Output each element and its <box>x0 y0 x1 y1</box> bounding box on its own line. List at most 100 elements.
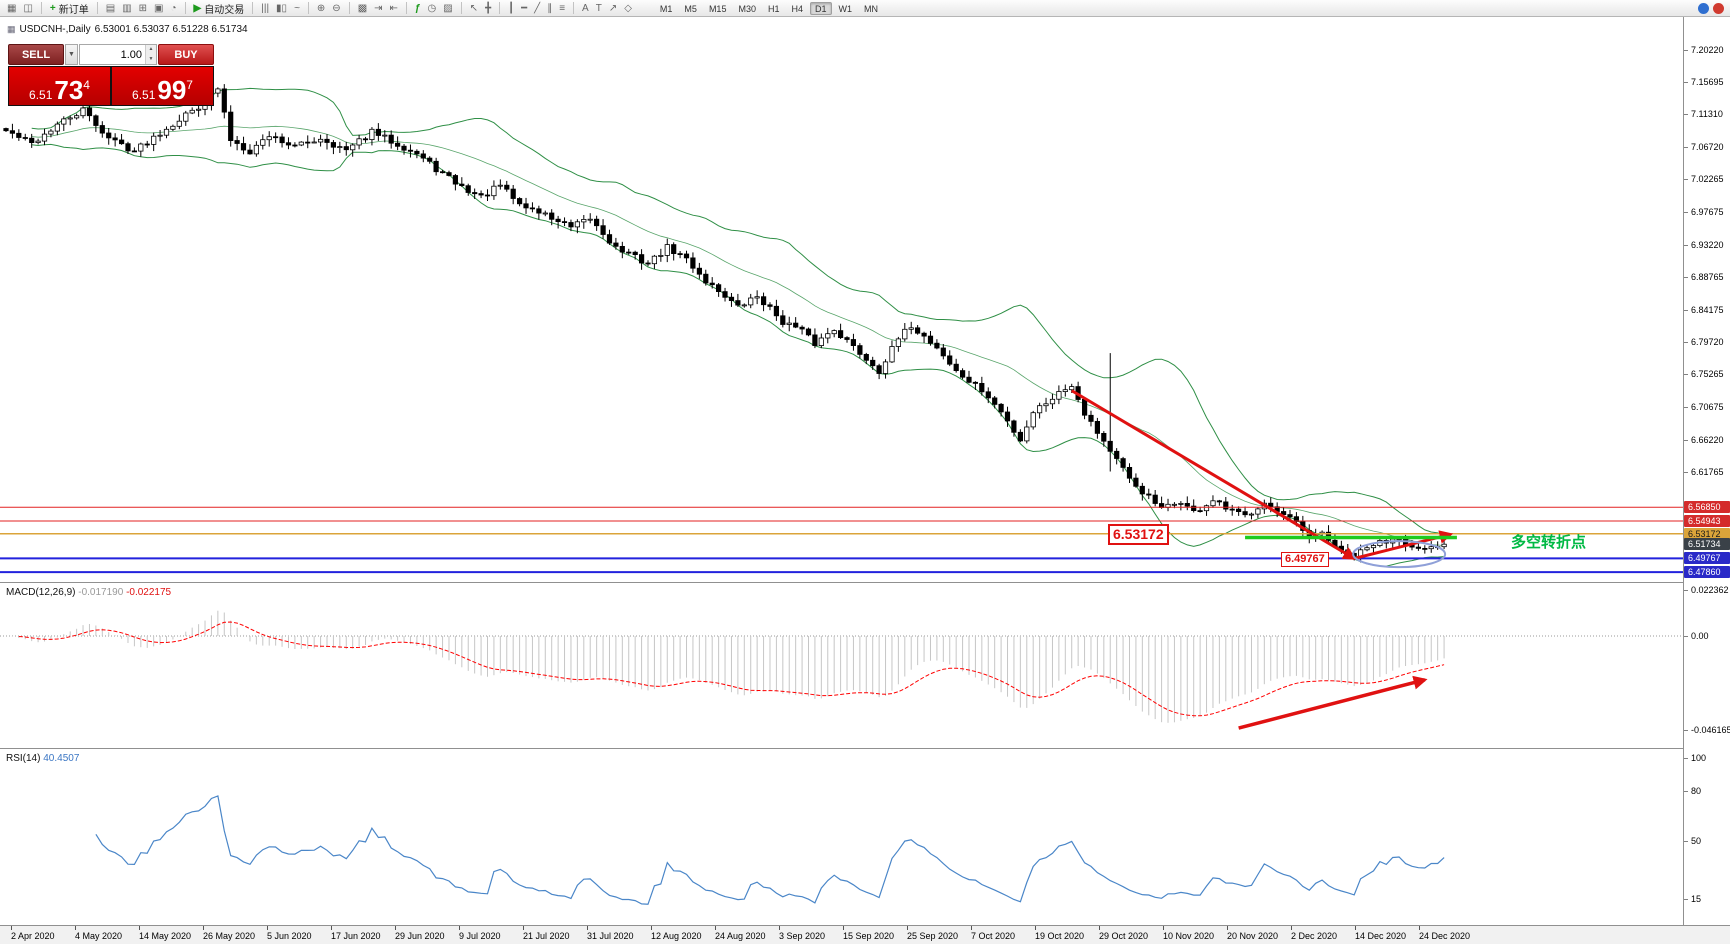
time-tick <box>715 926 716 930</box>
trendline-icon[interactable]: ╱ <box>531 1 543 16</box>
terminal-icon: ▣ <box>154 2 164 14</box>
downtrend-arrow[interactable] <box>1070 389 1357 560</box>
timeframe-m15[interactable]: M15 <box>708 3 727 14</box>
date-label: 15 Sep 2020 <box>843 931 895 941</box>
fibonacci-icon[interactable]: ≡ <box>556 1 568 16</box>
strategy-tester-icon[interactable]: ◔ <box>168 1 180 16</box>
axis-tick <box>1684 636 1688 637</box>
date-label: 10 Nov 2020 <box>1163 931 1215 941</box>
navigator-icon: ⊞ <box>138 2 148 14</box>
zoom-out-icon[interactable]: ⊖ <box>329 1 343 16</box>
autotrading-button[interactable]: ▶ 自动交易 <box>193 2 245 16</box>
rsi-panel-separator[interactable] <box>0 748 1730 749</box>
chart-shift-icon[interactable]: ⇤ <box>387 1 401 16</box>
bid-pips: 73 <box>54 75 84 105</box>
date-label: 29 Oct 2020 <box>1099 931 1149 941</box>
zoom-out-icon: ⊖ <box>332 2 341 14</box>
price-tick-label: 6.79720 <box>1691 337 1724 347</box>
date-label: 21 Jul 2020 <box>523 931 570 941</box>
candlestick-series <box>3 84 1447 563</box>
timeframe-h4[interactable]: H4 <box>791 3 803 14</box>
vertical-line-icon[interactable]: ┃ <box>505 1 517 16</box>
axis-tick <box>1684 179 1688 180</box>
community-icon[interactable] <box>1713 2 1724 14</box>
horizontal-line-icon: ━ <box>521 2 528 14</box>
arrows-icon: ↗ <box>608 2 618 14</box>
navigator-icon[interactable]: ⊞ <box>136 1 150 16</box>
macd-tick-label: 0.00 <box>1691 631 1709 641</box>
bar-chart-icon[interactable]: ||| <box>258 1 272 16</box>
arrows-icon[interactable]: ↗ <box>606 1 620 16</box>
timeframe-mn[interactable]: MN <box>864 3 879 14</box>
chart-title: ▦ USDCNH-,Daily 6.53001 6.53037 6.51228 … <box>7 24 248 35</box>
new-order-button[interactable]: + 新订单 <box>49 2 89 16</box>
date-label: 31 Jul 2020 <box>587 931 634 941</box>
macd-signal-value: -0.022175 <box>126 587 172 598</box>
volume-up-icon[interactable]: ▲ <box>146 45 156 55</box>
shapes-icon: ◇ <box>624 2 632 14</box>
axis-tick <box>1684 277 1688 278</box>
data-window-icon[interactable]: ▥ <box>119 1 134 16</box>
macd-series <box>0 610 1683 730</box>
timeframe-w1[interactable]: W1 <box>838 3 853 14</box>
macd-panel-canvas[interactable] <box>0 583 1683 748</box>
volume-dropdown[interactable]: ▼ <box>65 44 78 65</box>
price-tag-6.53172: 6.53172 <box>1684 528 1730 540</box>
timeframe-m5[interactable]: M5 <box>684 3 697 14</box>
rsi-panel-canvas[interactable] <box>0 749 1683 925</box>
toolbar: ▦ ◫ + 新订单 ▤ ▥ ⊞ ▣ ◔ ▶ 自动交易 ||| ▮▯ ~ ⊕ ⊖ ▩ ⇥ ⇤ ƒ ◷ ▨ ↖ ╋ ┃ ━ ╱ ∥ ≡ A T ↗… <box>0 0 1730 17</box>
time-tick <box>1291 926 1292 930</box>
indicators-icon[interactable]: ƒ <box>412 1 424 16</box>
macd-panel-separator[interactable] <box>0 582 1730 583</box>
volume-spinner[interactable]: ▲ ▼ <box>145 45 156 64</box>
trendline-icon: ╱ <box>534 2 541 14</box>
timeframe-m30[interactable]: M30 <box>738 3 756 14</box>
timeframe-m1[interactable]: M1 <box>659 3 673 14</box>
auto-scroll-icon: ⇥ <box>374 2 383 14</box>
volume-input[interactable] <box>80 45 145 64</box>
templates-icon[interactable]: ▨ <box>440 1 455 16</box>
timeframe-d1[interactable]: D1 <box>810 1 832 15</box>
shapes-icon[interactable]: ◇ <box>621 1 635 16</box>
turning-point-note[interactable]: 多空转折点 <box>1511 534 1587 551</box>
date-label: 9 Jul 2020 <box>459 931 501 941</box>
date-label: 14 May 2020 <box>139 931 192 941</box>
periods-icon[interactable]: ◷ <box>424 1 439 16</box>
time-tick <box>1227 926 1228 930</box>
lows-ellipse[interactable] <box>1352 540 1447 569</box>
terminal-icon[interactable]: ▣ <box>151 1 166 16</box>
axis-tick <box>1684 147 1688 148</box>
text-icon[interactable]: A <box>579 1 592 16</box>
label-icon[interactable]: T <box>593 1 605 16</box>
price-tag-6.54943: 6.54943 <box>1684 515 1730 527</box>
crosshair-icon[interactable]: ╋ <box>482 1 494 16</box>
sell-button[interactable]: SELL <box>8 44 64 65</box>
tile-windows-icon[interactable]: ▩ <box>355 1 370 16</box>
macd-trend-arrow[interactable] <box>1238 675 1428 730</box>
horizontal-line-icon[interactable]: ━ <box>518 1 530 16</box>
price-flag-6.49767[interactable]: 6.49767 <box>1281 552 1329 567</box>
chart-profiles-icon[interactable]: ◫ <box>20 1 35 16</box>
bid-price-button[interactable]: 6.51 73 4 <box>9 67 110 105</box>
main-chart-canvas[interactable] <box>0 17 1683 582</box>
new-chart-icon[interactable]: ▦ <box>4 1 19 16</box>
market-watch-icon[interactable]: ▤ <box>103 1 118 16</box>
ask-price-button[interactable]: 6.51 99 7 <box>112 67 213 105</box>
line-chart-icon[interactable]: ~ <box>291 1 303 16</box>
periods-icon: ◷ <box>427 2 437 14</box>
axis-tick <box>1684 50 1688 51</box>
cursor-icon[interactable]: ↖ <box>467 1 481 16</box>
channel-icon[interactable]: ∥ <box>544 1 555 16</box>
zoom-in-icon[interactable]: ⊕ <box>314 1 328 16</box>
timeframe-h1[interactable]: H1 <box>767 3 780 14</box>
channel-icon: ∥ <box>547 2 553 14</box>
metaquotes-icon[interactable] <box>1698 2 1709 14</box>
buy-button[interactable]: BUY <box>158 44 214 65</box>
volume-down-icon[interactable]: ▼ <box>146 54 156 64</box>
price-flag-6.53172[interactable]: 6.53172 <box>1108 524 1169 545</box>
rsi-tick-label: 100 <box>1691 753 1707 763</box>
auto-scroll-icon[interactable]: ⇥ <box>371 1 385 16</box>
candlestick-chart-icon[interactable]: ▮▯ <box>273 1 290 16</box>
